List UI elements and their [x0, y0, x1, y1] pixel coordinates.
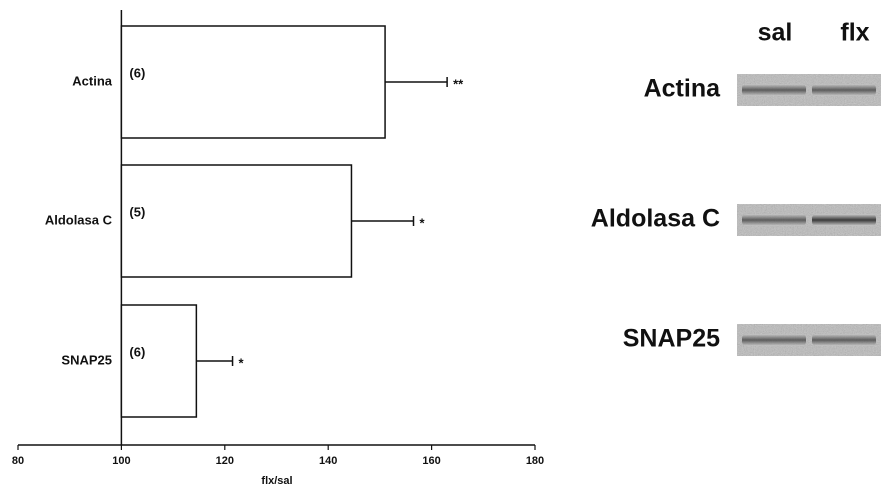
significance: *	[239, 355, 245, 370]
n-label: (6)	[129, 65, 145, 80]
category-label: Actina	[72, 73, 113, 88]
x-tick-label: 120	[216, 455, 234, 467]
bar	[121, 165, 351, 277]
blot-band	[812, 334, 876, 346]
blot-band	[812, 214, 876, 226]
significance: *	[420, 215, 426, 230]
error-bar	[196, 356, 232, 366]
blot-column-label: sal	[758, 19, 793, 47]
blot-panel: sal flx Actina Aldolasa C SNAP25	[591, 19, 881, 356]
blot-band	[812, 84, 876, 96]
error-bar	[385, 77, 447, 87]
category-label: SNAP25	[61, 352, 112, 367]
x-tick-label: 100	[112, 455, 130, 467]
blot-column-label: flx	[840, 19, 869, 47]
x-tick-label: 160	[422, 455, 440, 467]
figure: flx/sal sal flx Actina Aldolasa C SNAP25 80 1…	[0, 0, 881, 492]
category-label: Aldolasa C	[45, 212, 113, 227]
blot-band	[742, 334, 806, 346]
bar	[121, 305, 196, 417]
bar	[121, 26, 385, 138]
x-tick-label: 140	[319, 455, 337, 467]
x-tick-label: 180	[526, 455, 544, 467]
x-axis-label: flx/sal	[261, 475, 292, 487]
blot-row-label: SNAP25	[623, 325, 720, 353]
blot-band	[742, 214, 806, 226]
n-label: (6)	[129, 344, 145, 359]
significance: **	[453, 76, 464, 91]
blot-band	[742, 84, 806, 96]
blot-row-label: Aldolasa C	[591, 205, 720, 233]
blot-row-label: Actina	[644, 75, 722, 103]
n-label: (5)	[129, 204, 145, 219]
x-tick-label: 80	[12, 455, 24, 467]
error-bar	[351, 216, 413, 226]
